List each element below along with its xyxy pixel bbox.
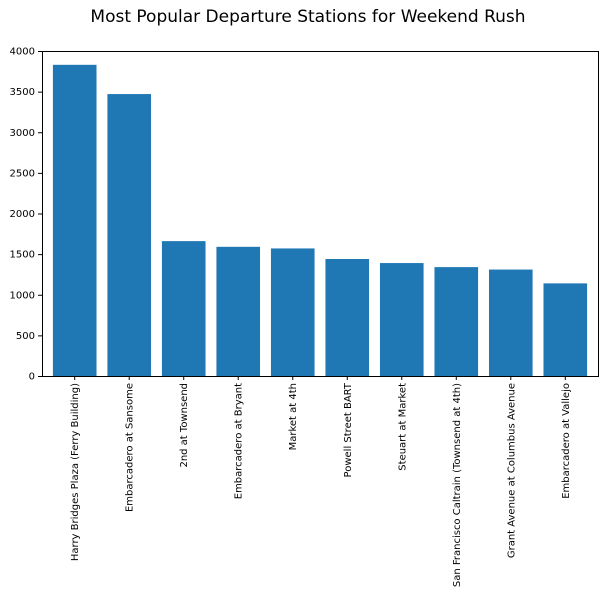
bar bbox=[161, 241, 206, 376]
x-tick-label: San Francisco Caltrain (Townsend at 4th) bbox=[452, 383, 463, 587]
bar bbox=[270, 248, 315, 376]
x-tick-label: Embarcadero at Sansome bbox=[125, 383, 136, 512]
y-tick-label: 3000 bbox=[10, 128, 35, 139]
x-tick-label: Harry Bridges Plaza (Ferry Building) bbox=[70, 383, 81, 561]
y-tick-label: 0 bbox=[29, 372, 35, 383]
bar bbox=[434, 267, 479, 376]
y-tick-label: 500 bbox=[16, 331, 35, 342]
bar bbox=[107, 94, 152, 376]
x-tick-label: Embarcadero at Bryant bbox=[234, 383, 245, 499]
y-tick-label: 3500 bbox=[10, 87, 35, 98]
bar bbox=[543, 283, 588, 376]
x-axis: Harry Bridges Plaza (Ferry Building) Emba… bbox=[70, 376, 572, 587]
x-tick-label: Powell Street BART bbox=[343, 382, 354, 477]
x-tick-label: Steuart at Market bbox=[397, 383, 408, 471]
bar bbox=[379, 263, 424, 376]
chart-title: Most Popular Departure Stations for Week… bbox=[90, 7, 525, 27]
y-tick-label: 1500 bbox=[10, 250, 35, 261]
y-tick-label: 1000 bbox=[10, 290, 35, 301]
y-tick-label: 2500 bbox=[10, 168, 35, 179]
y-axis: 0 500 1000 1500 2000 2500 3000 3500 4000 bbox=[10, 47, 42, 383]
bar bbox=[52, 64, 97, 376]
y-tick-label: 4000 bbox=[10, 47, 35, 58]
x-tick-label: Embarcadero at Vallejo bbox=[561, 383, 572, 499]
bar bbox=[488, 269, 533, 376]
bar bbox=[216, 246, 261, 376]
x-tick-label: Grant Avenue at Columbus Avenue bbox=[506, 383, 517, 558]
x-tick-label: 2nd at Townsend bbox=[179, 383, 190, 468]
plot-frame bbox=[42, 51, 599, 377]
bar bbox=[325, 259, 370, 376]
x-tick-label: Market at 4th bbox=[288, 383, 299, 450]
y-tick-label: 2000 bbox=[10, 209, 35, 220]
bars bbox=[52, 64, 588, 376]
